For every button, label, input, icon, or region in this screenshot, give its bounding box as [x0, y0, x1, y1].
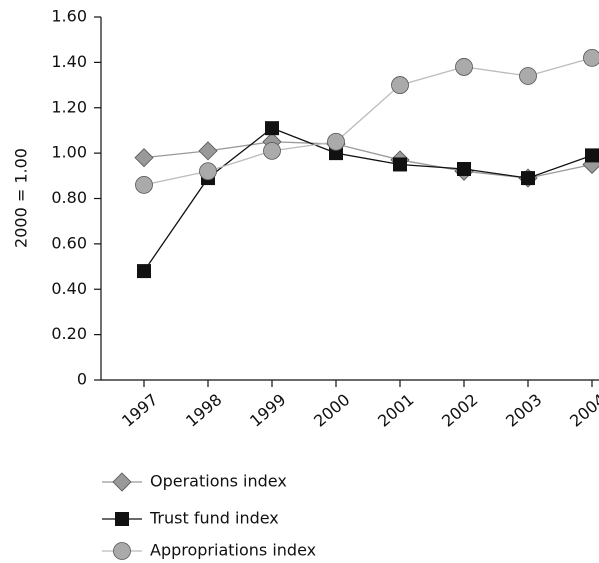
x-tick-label: 2001: [374, 390, 417, 431]
marker-circle: [391, 76, 409, 94]
marker-circle: [455, 58, 473, 76]
series-line: [143, 127, 593, 272]
x-tick-label: 1997: [118, 390, 161, 431]
marker-square: [265, 121, 279, 136]
x-tick-label: 2000: [310, 390, 353, 431]
marker-circle: [327, 132, 345, 151]
marker-circle: [583, 48, 599, 67]
marker-diamond: [112, 472, 132, 492]
y-axis-label: 2000 = 1.00: [12, 148, 31, 248]
marker-square: [521, 171, 535, 186]
x-tick-label: 1998: [182, 390, 225, 431]
marker-circle: [135, 175, 153, 194]
x-tick-label: 1999: [246, 390, 289, 431]
y-tick-label: 0.20: [51, 324, 87, 343]
marker-circle: [113, 542, 131, 560]
x-tick-label: 2002: [438, 390, 481, 431]
legend-label: Appropriations index: [150, 541, 316, 560]
y-tick-label: 0: [77, 370, 87, 389]
y-tick-label: 0.40: [51, 279, 87, 298]
y-tick-label: 1.60: [51, 7, 87, 26]
x-tick-label: 2004: [566, 390, 599, 431]
legend-label: Trust fund index: [149, 509, 279, 528]
y-tick-label: 0.60: [51, 233, 87, 252]
marker-circle: [263, 141, 281, 160]
marker-diamond: [198, 141, 218, 161]
marker-square: [393, 157, 407, 172]
series-line: [143, 57, 593, 186]
x-tick-label: 2003: [502, 390, 545, 431]
marker-square: [457, 162, 471, 177]
marker-circle: [519, 67, 537, 85]
marker-circle: [199, 162, 217, 181]
marker-square: [585, 148, 599, 163]
marker-diamond: [134, 148, 154, 168]
legend-label: Operations index: [150, 472, 287, 491]
marker-square: [115, 512, 129, 526]
marker-square: [137, 264, 151, 279]
y-tick-label: 1.00: [51, 143, 87, 162]
y-tick-label: 0.80: [51, 188, 87, 207]
y-tick-label: 1.40: [51, 52, 87, 71]
y-tick-label: 1.20: [51, 97, 87, 116]
